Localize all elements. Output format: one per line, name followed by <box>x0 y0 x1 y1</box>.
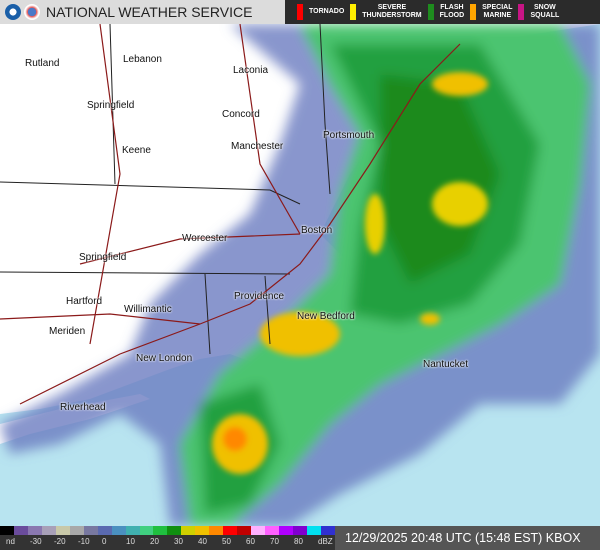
scale-swatch <box>293 526 307 535</box>
scale-swatch <box>320 526 335 535</box>
noaa-logo-icon <box>5 4 21 20</box>
color-scale-bar <box>0 526 335 535</box>
city-label: New Bedford <box>297 311 355 322</box>
warning-label: FLASH FLOOD <box>439 4 465 19</box>
scale-swatch <box>209 526 224 535</box>
scale-swatch <box>265 526 280 535</box>
scale-tick: 30 <box>174 537 183 546</box>
scale-swatch <box>97 526 112 535</box>
scale-swatch <box>0 526 14 535</box>
city-label: Boston <box>301 225 333 236</box>
warning-label: SPECIAL MARINE <box>482 4 513 19</box>
scale-swatch <box>167 526 182 535</box>
warning-label: SNOW SQUALL <box>530 4 560 19</box>
warning-item: FLASH FLOOD <box>427 4 465 20</box>
city-label: Concord <box>222 109 260 120</box>
warning-label: SEVERE THUNDERSTORM <box>362 4 422 19</box>
site-title: NATIONAL WEATHER SERVICE <box>46 4 253 20</box>
scale-tick: 60 <box>246 537 255 546</box>
city-label: Keene <box>122 145 151 156</box>
scale-swatch <box>83 526 98 535</box>
scale-tick: nd <box>6 537 15 546</box>
scale-tick: dBZ <box>318 537 333 546</box>
city-label: Springfield <box>87 100 135 111</box>
city-label: Lebanon <box>123 54 162 65</box>
warning-item: SNOW SQUALL <box>518 4 559 20</box>
nws-brand: NATIONAL WEATHER SERVICE <box>0 0 285 24</box>
heavy-echoes <box>212 72 488 474</box>
scale-tick: 20 <box>150 537 159 546</box>
city-label: New London <box>136 353 193 364</box>
city-label: Rutland <box>25 58 60 69</box>
city-label: Portsmouth <box>323 130 375 141</box>
city-label: Worcester <box>182 233 228 244</box>
scale-swatch <box>223 526 238 535</box>
scale-tick: 10 <box>126 537 135 546</box>
scale-swatch <box>139 526 154 535</box>
scale-tick: -10 <box>78 537 90 546</box>
scale-swatch <box>55 526 70 535</box>
reflectivity-legend: nd -30 -20 -10 0 10 20 30 40 50 60 70 80 dBZ 12/29/20… <box>0 526 600 550</box>
scale-swatch <box>13 526 28 535</box>
warning-item: TORNADO <box>297 4 344 20</box>
header: NATIONAL WEATHER SERVICE TORNADO SEVERE T… <box>0 0 600 24</box>
scale-swatch <box>125 526 140 535</box>
scale-swatch <box>41 526 56 535</box>
scale-tick: -20 <box>54 537 66 546</box>
radar-map[interactable]: Rutland Lebanon Laconia Springfield Concord P… <box>0 23 600 526</box>
scale-tick: 40 <box>198 537 207 546</box>
scale-tick: 80 <box>294 537 303 546</box>
scale-swatch <box>251 526 266 535</box>
city-label: Laconia <box>233 65 269 76</box>
nws-logo-icon <box>24 4 40 20</box>
warning-swatch <box>470 4 477 20</box>
city-label: Willimantic <box>124 304 172 315</box>
warning-label: TORNADO <box>309 8 345 15</box>
warning-legend: TORNADO SEVERE THUNDERSTORM FLASH FLOOD SPE… <box>285 0 600 24</box>
scale-swatch <box>181 526 196 535</box>
radar-map-svg <box>0 23 600 526</box>
city-label: Nantucket <box>423 359 469 370</box>
scale-swatch <box>153 526 168 535</box>
scale-swatch <box>237 526 252 535</box>
scale-swatch <box>69 526 84 535</box>
warning-swatch <box>427 4 434 20</box>
scale-swatch <box>27 526 42 535</box>
scale-tick: 0 <box>102 537 107 546</box>
state-borders <box>0 23 331 355</box>
scale-tick: -30 <box>30 537 42 546</box>
city-label: Providence <box>234 291 285 302</box>
city-label: Meriden <box>49 326 86 337</box>
scale-swatch <box>111 526 126 535</box>
scale-swatch <box>279 526 294 535</box>
warning-item: SEVERE THUNDERSTORM <box>350 4 422 20</box>
warning-swatch <box>297 4 303 20</box>
city-label: Manchester <box>231 141 284 152</box>
scale-swatch <box>195 526 210 535</box>
city-label: Springfield <box>79 252 127 263</box>
warning-swatch <box>518 4 525 20</box>
warning-swatch <box>350 4 357 20</box>
warning-item: SPECIAL MARINE <box>470 4 512 20</box>
city-label: Riverhead <box>60 402 106 413</box>
scale-tick: 70 <box>270 537 279 546</box>
scale-swatch <box>306 526 321 535</box>
highways <box>0 23 461 405</box>
city-label: Hartford <box>66 296 103 307</box>
timestamp: 12/29/2025 20:48 UTC (15:48 EST) KBOX <box>335 526 600 550</box>
scale-tick: 50 <box>222 537 231 546</box>
